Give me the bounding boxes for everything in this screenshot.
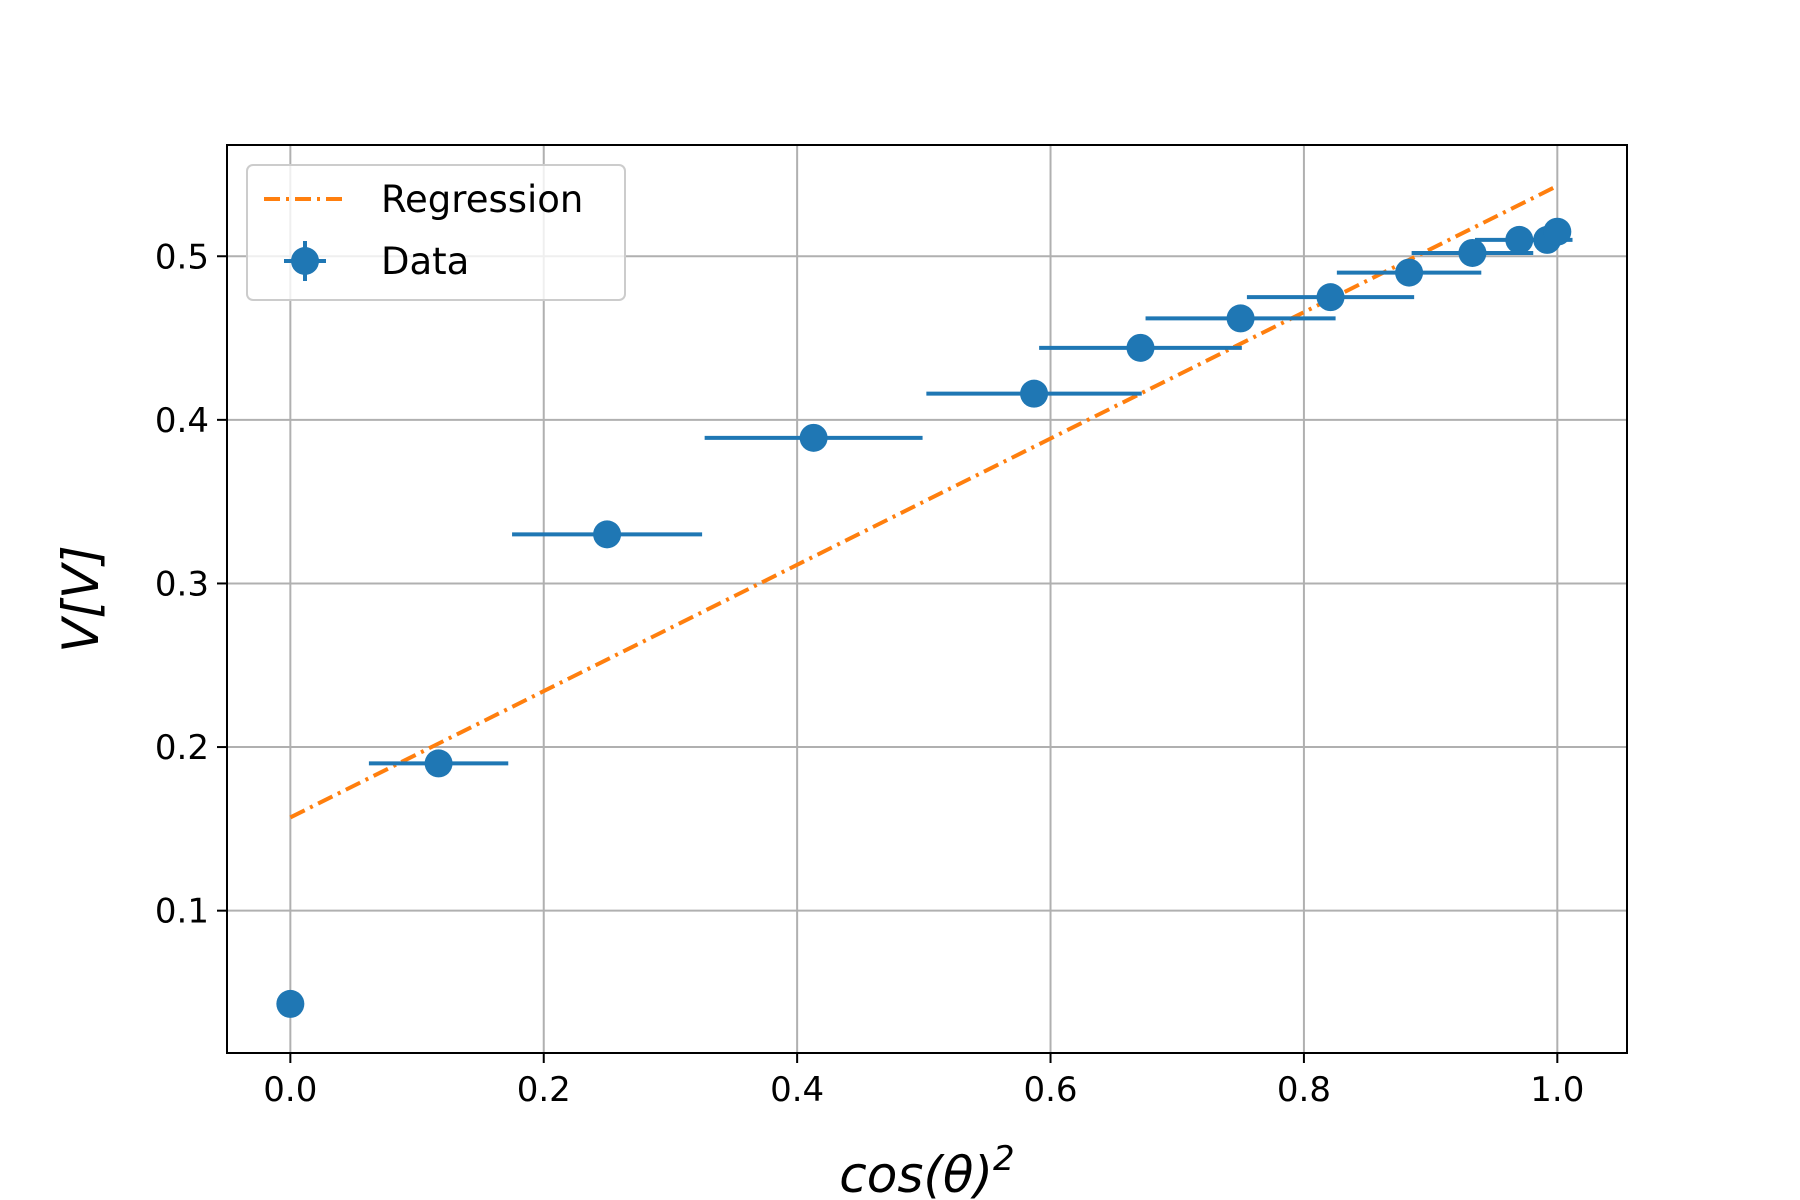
x-axis-label: cos(θ)2 <box>839 1139 1014 1200</box>
legend-regression-label: Regression <box>381 178 583 221</box>
legend-data-swatch-marker <box>291 247 319 275</box>
data-point <box>1316 283 1345 312</box>
data-point <box>1126 333 1155 362</box>
regression-line <box>289 184 1559 820</box>
x-tick-label: 1.0 <box>1530 1070 1584 1110</box>
data-point <box>1543 217 1572 246</box>
series-layer <box>276 184 1573 1018</box>
x-axis-label-text: cos(θ) <box>839 1146 993 1200</box>
y-axis: 0.1 0.2 0.3 0.4 0.5 <box>155 237 227 932</box>
data-point <box>276 989 305 1018</box>
x-tick-label: 0.4 <box>770 1070 824 1110</box>
legend-data-label: Data <box>381 240 469 283</box>
x-axis: 0.0 0.2 0.4 0.6 0.8 1.0 <box>263 1053 1584 1110</box>
data-point <box>1226 304 1255 333</box>
y-tick-label: 0.4 <box>155 401 209 441</box>
y-tick-label: 0.1 <box>155 892 209 932</box>
data-point <box>1395 258 1424 287</box>
data-point <box>1458 238 1487 267</box>
plot-frame <box>226 144 1628 1054</box>
legend: Regression Data <box>246 164 626 301</box>
y-tick-label: 0.3 <box>155 564 209 604</box>
y-axis-label: V[V] <box>52 545 110 652</box>
y-tick-label: 0.2 <box>155 728 209 768</box>
data-point <box>424 749 453 778</box>
y-tick-label: 0.5 <box>155 237 209 277</box>
data-point <box>1505 225 1534 254</box>
data-point <box>593 520 622 549</box>
x-tick-label: 0.6 <box>1023 1070 1077 1110</box>
x-axis-label-superscript: 2 <box>993 1139 1015 1179</box>
x-tick-label: 0.0 <box>263 1070 317 1110</box>
x-tick-label: 0.8 <box>1277 1070 1331 1110</box>
data-point <box>799 423 828 452</box>
x-tick-label: 0.2 <box>517 1070 571 1110</box>
data-point <box>1020 379 1049 408</box>
